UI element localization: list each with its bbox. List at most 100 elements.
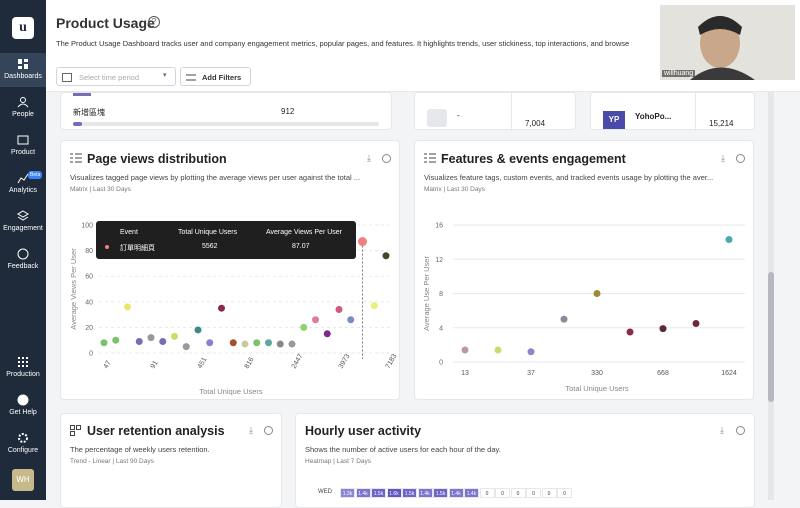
scatter-point xyxy=(659,325,667,333)
nav-item[interactable]: Configure xyxy=(0,432,46,454)
scatter-point xyxy=(276,340,284,348)
scatter-point xyxy=(253,339,261,347)
scatter-point xyxy=(335,305,343,313)
card-subtitle: Visualizes feature tags, custom events, … xyxy=(424,173,714,182)
logo[interactable]: u xyxy=(12,17,34,39)
card-value: 15,214 xyxy=(709,119,734,128)
tooltip-header: Average Views Per User xyxy=(266,229,342,236)
scatter-point xyxy=(347,316,355,324)
x-tick-label: 91 xyxy=(150,360,160,370)
nav-item[interactable]: Dashboards xyxy=(0,58,46,80)
card-title: User retention analysis xyxy=(87,424,225,438)
x-tick-label: 3973 xyxy=(338,353,352,370)
card-title: Features & events engagement xyxy=(441,152,626,166)
scatter-point xyxy=(182,343,190,351)
scatter-point xyxy=(527,348,535,356)
y-tick-label: 40 xyxy=(85,299,93,306)
scatter-point xyxy=(171,332,178,340)
download-icon[interactable]: ⤓ xyxy=(720,425,724,435)
scatter-chart: 0 20 40 60 80 100 Average Views Per User Total … xyxy=(69,223,399,397)
heatmap-cell: 0 xyxy=(526,488,541,498)
beta-badge: Beta xyxy=(28,171,43,179)
top-card: - 7,004 xyxy=(414,92,576,131)
scatter-point xyxy=(323,330,331,338)
page-views-card: Page views distribution ⤓ Visualizes tag… xyxy=(60,140,400,400)
avatar[interactable]: WH xyxy=(12,469,34,491)
heatmap-cell: 1.5k xyxy=(371,488,386,498)
card-title: Hourly user activity xyxy=(305,424,422,438)
scatter-point xyxy=(494,346,502,354)
scatter-chart: 0 4 8 12 16 Average Use Per User Total Unique … xyxy=(422,223,745,393)
nav-item[interactable]: Product xyxy=(0,134,46,156)
page-title: Product Usage xyxy=(56,15,155,31)
card-label: 新增區塊 xyxy=(73,108,105,117)
download-icon[interactable]: ⤓ xyxy=(249,425,253,435)
time-placeholder: Select time period xyxy=(79,73,140,82)
scatter-point xyxy=(265,339,272,347)
heatmap-cell: 1.5k xyxy=(433,488,448,498)
x-axis-label: Total Unique Users xyxy=(565,384,629,393)
tooltip-header: Event xyxy=(120,229,138,236)
scatter-point xyxy=(218,304,225,312)
y-axis-label: Average Views Per User xyxy=(69,248,78,330)
help-icon[interactable]: ? xyxy=(148,16,160,28)
y-tick-label: 16 xyxy=(435,223,443,230)
scatter-point xyxy=(112,336,120,344)
heatmap-cell: 0 xyxy=(479,488,495,498)
heatmap-cell: 1.4k xyxy=(355,488,371,498)
x-tick-label: 2447 xyxy=(291,353,305,370)
download-icon[interactable]: ⤓ xyxy=(367,153,371,163)
tooltip-event: 訂單明細頁 xyxy=(120,245,155,252)
scatter-point xyxy=(100,339,108,347)
nav-label: Dashboards xyxy=(4,73,42,80)
nav-item[interactable]: Get Help xyxy=(0,394,46,416)
download-icon[interactable]: ⤓ xyxy=(721,153,725,163)
y-tick-label: 0 xyxy=(439,360,443,367)
scatter-point xyxy=(135,337,143,345)
history-icon[interactable] xyxy=(736,426,745,435)
page-description: The Product Usage Dashboard tracks user … xyxy=(56,39,630,48)
history-icon[interactable] xyxy=(264,426,273,435)
x-axis-label: Total Unique Users xyxy=(199,387,263,396)
card-label: - xyxy=(457,111,460,120)
y-axis-label: Average Use Per User xyxy=(422,256,431,331)
history-icon[interactable] xyxy=(382,154,391,163)
add-filters-button[interactable]: Add Filters xyxy=(180,67,251,86)
top-card: YP YohoPo... 15,214 xyxy=(590,92,755,131)
scrollbar[interactable] xyxy=(768,92,774,500)
heatmap-cell: 1.4k xyxy=(448,488,464,498)
card-title: Page views distribution xyxy=(87,152,227,166)
nav-item[interactable]: Analytics xyxy=(0,172,46,194)
y-tick-label: 100 xyxy=(81,223,93,230)
nav-item[interactable]: Engagement xyxy=(0,210,46,232)
y-tick-label: 80 xyxy=(85,248,93,255)
time-select[interactable]: Select time period ▾ xyxy=(56,67,176,86)
scatter-point xyxy=(626,328,634,336)
nav-item[interactable]: Production xyxy=(0,356,46,378)
card-meta: Trend - Linear | Last 90 Days xyxy=(70,458,154,465)
nav-item[interactable]: People xyxy=(0,96,46,118)
nav-item[interactable]: Feedback xyxy=(0,248,46,270)
scatter-point xyxy=(358,237,367,247)
history-icon[interactable] xyxy=(736,154,745,163)
card-subtitle: Shows the number of active users for eac… xyxy=(305,445,501,454)
button-label: Add Filters xyxy=(202,73,242,82)
x-tick-label: 1624 xyxy=(721,370,737,377)
nav-label: Engagement xyxy=(3,225,43,232)
x-tick-label: 47 xyxy=(103,360,113,370)
heatmap-cell: 1.5k xyxy=(402,488,417,498)
heatmap-cell: 1.6k xyxy=(386,488,402,498)
scatter-point xyxy=(288,340,296,348)
scatter-point xyxy=(593,290,601,297)
card-label: YohoPo... xyxy=(635,112,672,121)
scatter-point xyxy=(692,319,700,327)
video-name: willhuang xyxy=(662,70,696,77)
scatter-point xyxy=(461,346,469,354)
tooltip-average: 87.07 xyxy=(292,243,310,250)
scatter-point xyxy=(560,315,568,323)
nav-label: People xyxy=(12,111,34,118)
nav-label: Production xyxy=(6,371,40,378)
card-value: 7,004 xyxy=(525,119,546,128)
